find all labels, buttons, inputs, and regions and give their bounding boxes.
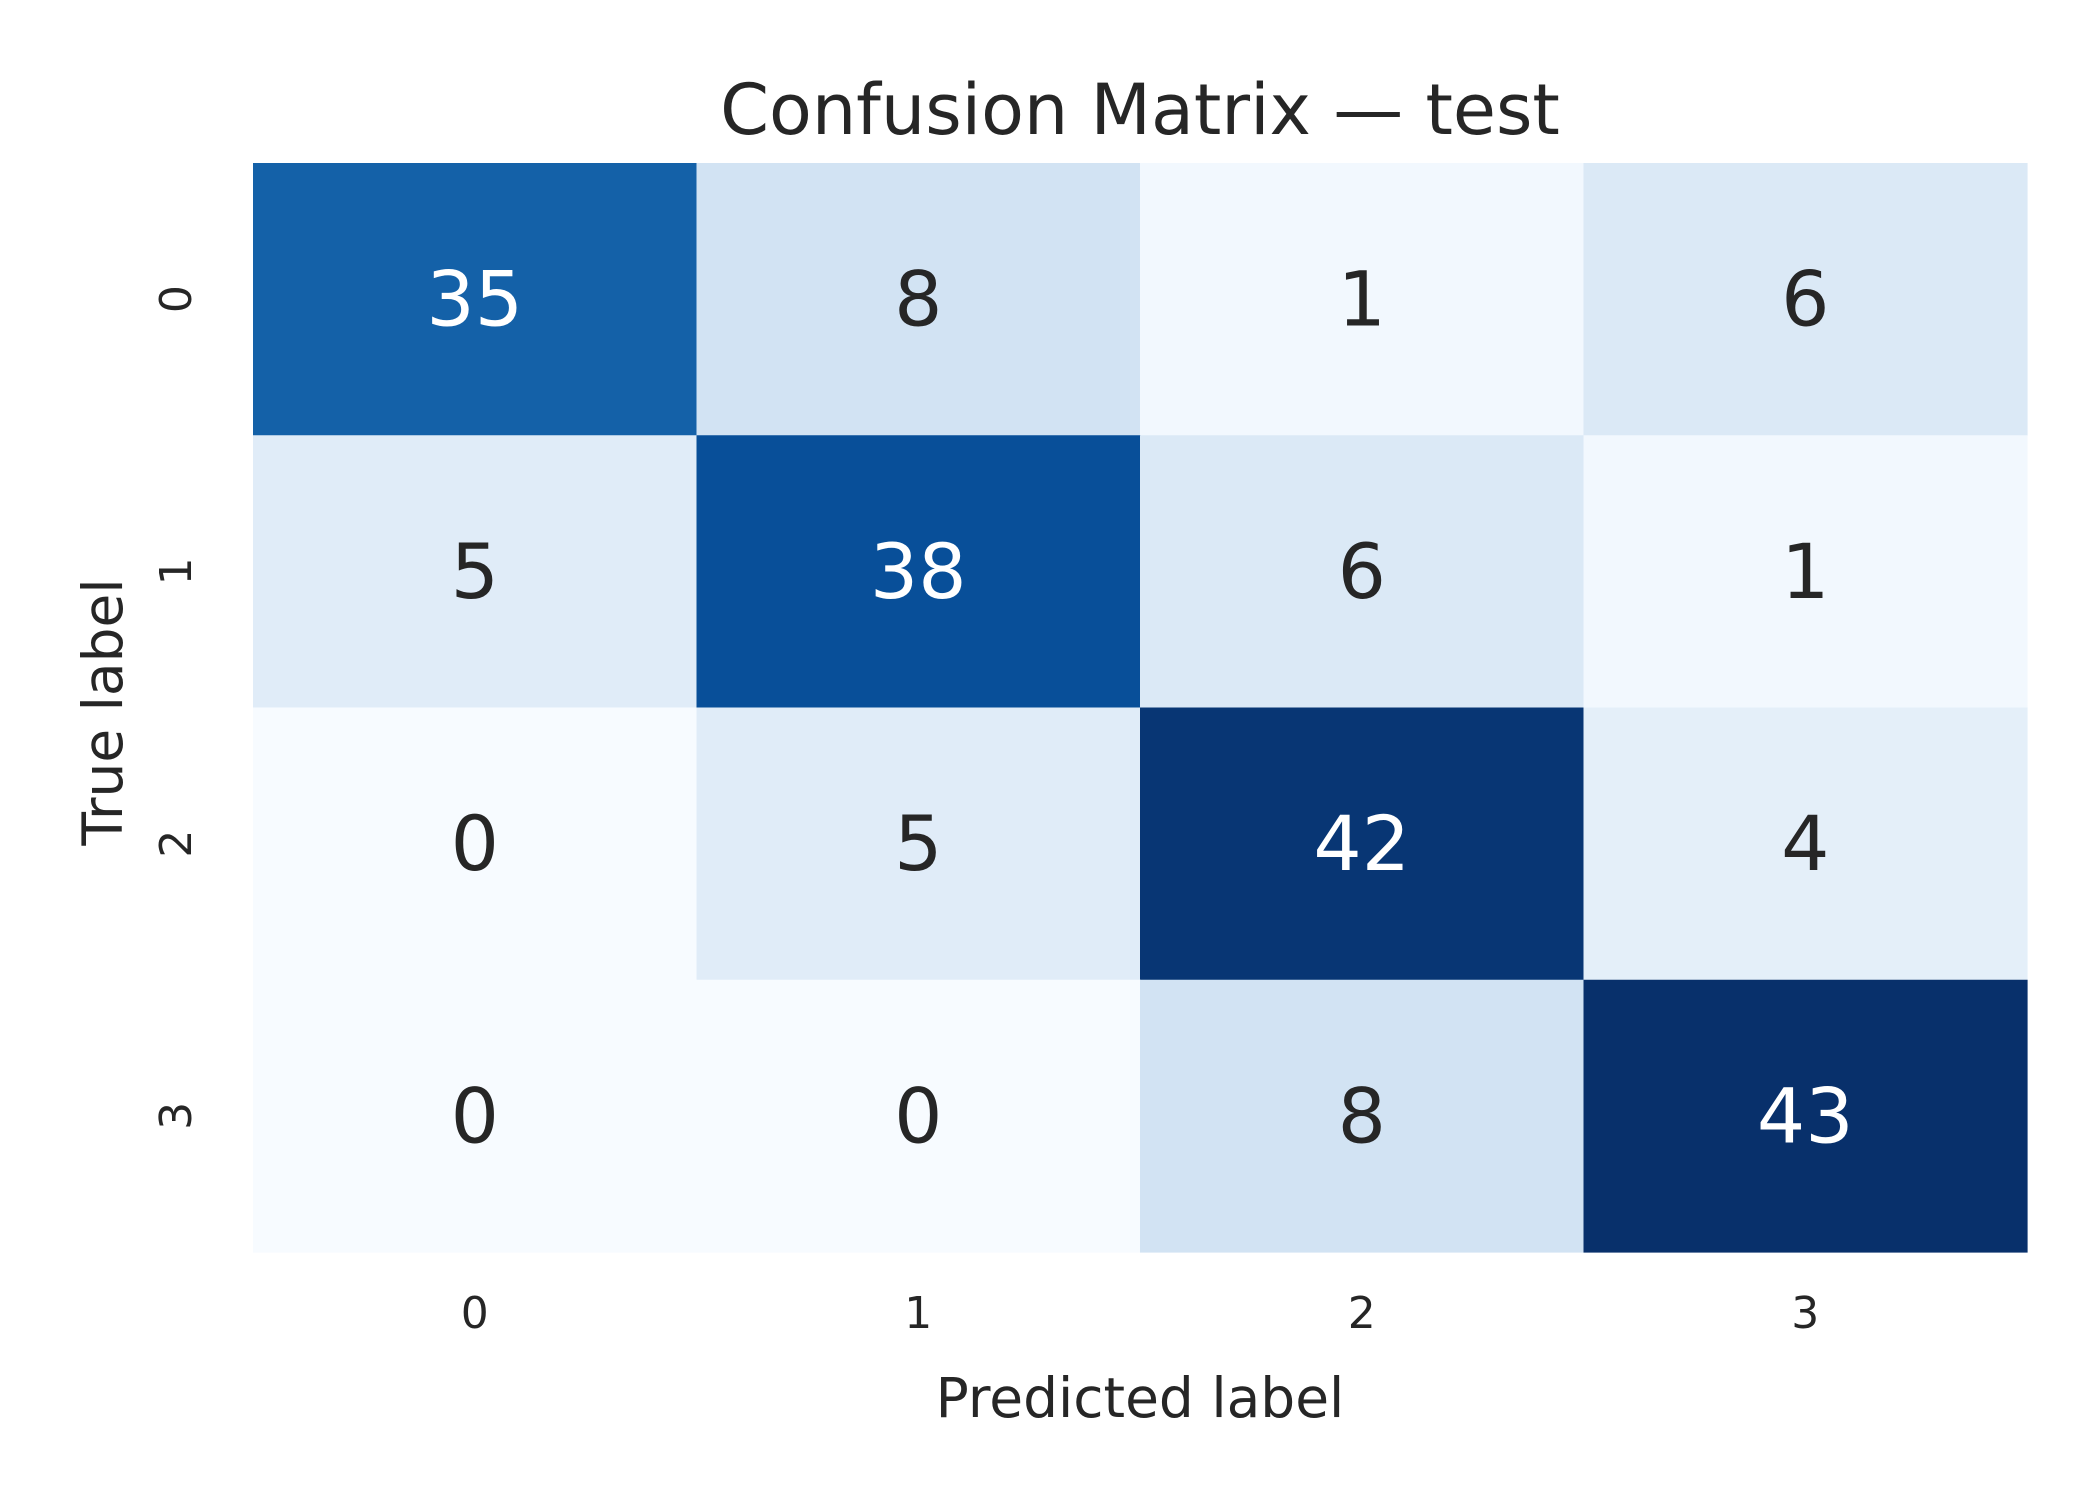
cell-value-1-3: 1 xyxy=(1781,527,1829,616)
heatmap-cell-3-2 xyxy=(1140,979,1585,1253)
heatmap-cell-0-1 xyxy=(696,163,1141,436)
cell-value-3-3: 43 xyxy=(1757,1071,1854,1160)
heatmap-cell-0-2 xyxy=(1140,163,1585,436)
cell-value-0-1: 8 xyxy=(894,255,942,344)
cell-value-0-0: 35 xyxy=(426,255,523,344)
heatmap-cell-3-0 xyxy=(253,979,698,1253)
cell-value-3-0: 0 xyxy=(451,1071,499,1160)
y-tick-label-0: 0 xyxy=(151,285,202,313)
heatmap-cell-0-0 xyxy=(253,163,698,436)
heatmap-cell-2-2 xyxy=(1140,707,1585,981)
cell-value-0-3: 6 xyxy=(1781,255,1829,344)
heatmap-cells xyxy=(253,163,2028,1253)
heatmap-cell-2-1 xyxy=(696,707,1141,981)
cell-value-1-1: 38 xyxy=(870,527,967,616)
cell-value-1-0: 5 xyxy=(451,527,499,616)
y-tick-label-1: 1 xyxy=(151,557,202,585)
x-tick-label-0: 0 xyxy=(461,1288,489,1339)
heatmap-cell-1-1 xyxy=(696,435,1141,709)
y-axis-label: True label xyxy=(71,578,135,846)
cell-value-3-1: 0 xyxy=(894,1071,942,1160)
cell-annotations: 35 8 1 6 5 38 6 1 0 5 42 4 0 0 8 43 xyxy=(426,255,1853,1161)
x-tick-labels: 0 1 2 3 xyxy=(461,1288,1820,1339)
heatmap-cell-3-3 xyxy=(1583,979,2028,1253)
chart-title: Confusion Matrix — test xyxy=(720,69,1560,151)
cell-value-2-2: 42 xyxy=(1313,799,1410,888)
heatmap-cell-1-0 xyxy=(253,435,698,709)
heatmap-cell-1-2 xyxy=(1140,435,1585,709)
cell-value-0-2: 1 xyxy=(1338,255,1386,344)
heatmap-cell-2-3 xyxy=(1583,707,2028,981)
x-tick-label-2: 2 xyxy=(1348,1288,1376,1339)
cell-value-2-3: 4 xyxy=(1781,799,1829,888)
heatmap-cell-2-0 xyxy=(253,707,698,981)
x-tick-label-1: 1 xyxy=(904,1288,932,1339)
heatmap-cell-0-3 xyxy=(1583,163,2028,436)
cell-value-3-2: 8 xyxy=(1338,1071,1386,1160)
cell-value-1-2: 6 xyxy=(1338,527,1386,616)
y-tick-label-2: 2 xyxy=(151,830,202,858)
heatmap-cell-1-3 xyxy=(1583,435,2028,709)
y-tick-label-3: 3 xyxy=(151,1102,202,1130)
cell-value-2-1: 5 xyxy=(894,799,942,888)
cell-value-2-0: 0 xyxy=(451,799,499,888)
y-tick-labels: 0 1 2 3 xyxy=(151,285,202,1130)
x-tick-label-3: 3 xyxy=(1791,1288,1819,1339)
x-axis-label: Predicted label xyxy=(936,1366,1345,1430)
heatmap-cell-3-1 xyxy=(696,979,1141,1253)
